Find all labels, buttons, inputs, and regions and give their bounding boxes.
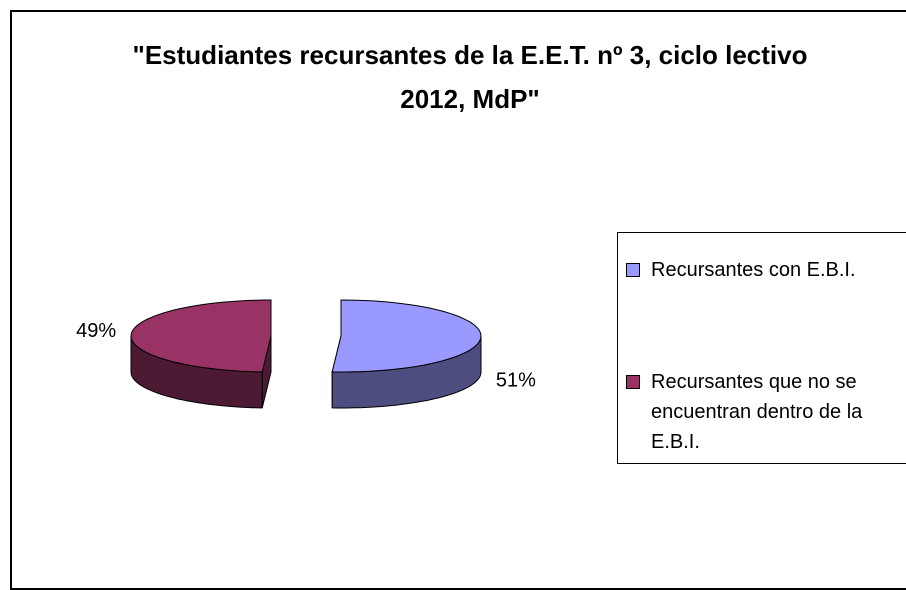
data-label: 51% bbox=[496, 370, 536, 392]
page: 51% 49% "Estudiantes recursantes de la E.… bbox=[10, 10, 906, 590]
legend-label: Recursantes que no se encuentran dentro … bbox=[651, 371, 863, 453]
legend-entry: Recursantes con E.B.I. bbox=[626, 255, 906, 285]
pie-slice bbox=[331, 299, 482, 373]
pie-slice bbox=[130, 299, 272, 373]
legend-entry: Recursantes que no se encuentran dentro … bbox=[626, 367, 906, 457]
data-label: 49% bbox=[76, 320, 116, 342]
legend: Recursantes con E.B.I. Recursantes que no… bbox=[617, 232, 906, 464]
legend-swatch bbox=[626, 263, 640, 277]
legend-swatch bbox=[626, 375, 640, 389]
legend-label: Recursantes con E.B.I. bbox=[651, 259, 856, 281]
chart-title: "Estudiantes recursantes de la E.E.T. nº… bbox=[132, 40, 808, 114]
chart: 51% 49% bbox=[76, 299, 536, 409]
